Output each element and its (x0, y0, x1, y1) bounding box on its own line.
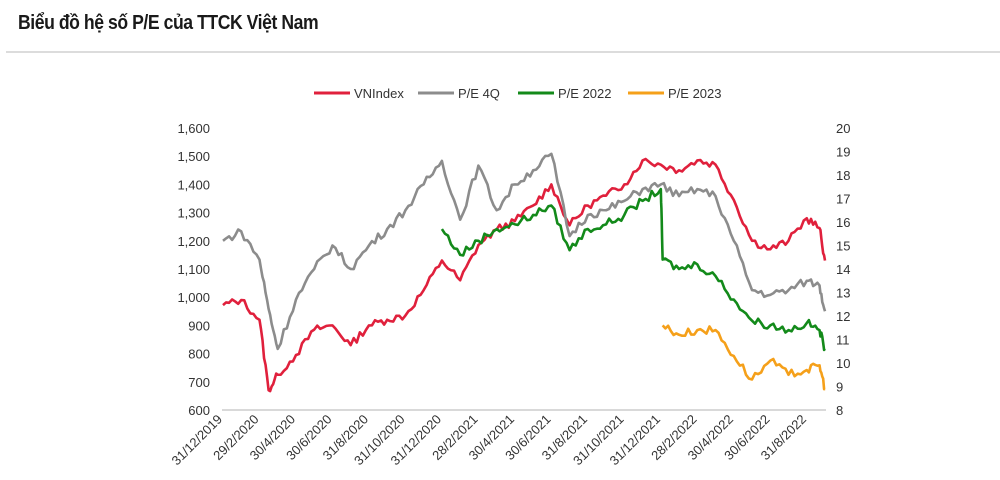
x-axis: 31/12/201929/2/202030/4/202030/6/202031/… (168, 412, 809, 469)
left-tick-label: 1,100 (177, 262, 210, 277)
right-tick-label: 9 (836, 380, 843, 395)
left-tick-label: 1,400 (177, 177, 210, 192)
legend-label: VNIndex (354, 86, 404, 101)
legend: VNIndex P/E 4Q P/E 2022 P/E 2023 (314, 86, 722, 101)
series-line-p-e-2022 (440, 187, 826, 352)
left-tick-label: 1,600 (177, 121, 210, 136)
series-lines (222, 152, 827, 393)
right-tick-label: 14 (836, 262, 850, 277)
right-tick-label: 12 (836, 309, 850, 324)
right-tick-label: 19 (836, 145, 850, 160)
right-tick-label: 13 (836, 286, 850, 301)
right-axis: 8 9 10 11 12 13 14 15 16 17 18 19 20 (836, 121, 850, 418)
legend-label: P/E 4Q (458, 86, 500, 101)
left-tick-label: 1,000 (177, 290, 210, 305)
right-tick-label: 18 (836, 168, 850, 183)
right-tick-label: 10 (836, 356, 850, 371)
left-tick-label: 800 (188, 347, 210, 362)
left-axis: 600 700 800 900 1,000 1,100 1,200 1,300 1,400 1,5… (177, 121, 210, 418)
right-tick-label: 11 (836, 333, 850, 348)
legend-label: P/E 2023 (668, 86, 722, 101)
left-tick-label: 900 (188, 318, 210, 333)
left-tick-label: 1,300 (177, 206, 210, 221)
left-tick-label: 1,200 (177, 234, 210, 249)
left-tick-label: 700 (188, 375, 210, 390)
right-tick-label: 8 (836, 403, 843, 418)
right-tick-label: 20 (836, 121, 850, 136)
series-line-vnindex (222, 157, 827, 393)
left-tick-label: 1,500 (177, 149, 210, 164)
chart-title: Biểu đồ hệ số P/E của TTCK Việt Nam (18, 12, 319, 34)
left-tick-label: 600 (188, 403, 210, 418)
right-tick-label: 16 (836, 215, 850, 230)
title-divider (6, 51, 1000, 53)
series-line-p-e-2023 (661, 324, 826, 391)
right-tick-label: 17 (836, 192, 850, 207)
legend-label: P/E 2022 (558, 86, 612, 101)
right-tick-label: 15 (836, 239, 850, 254)
series-line-p-e-4q (222, 152, 827, 351)
